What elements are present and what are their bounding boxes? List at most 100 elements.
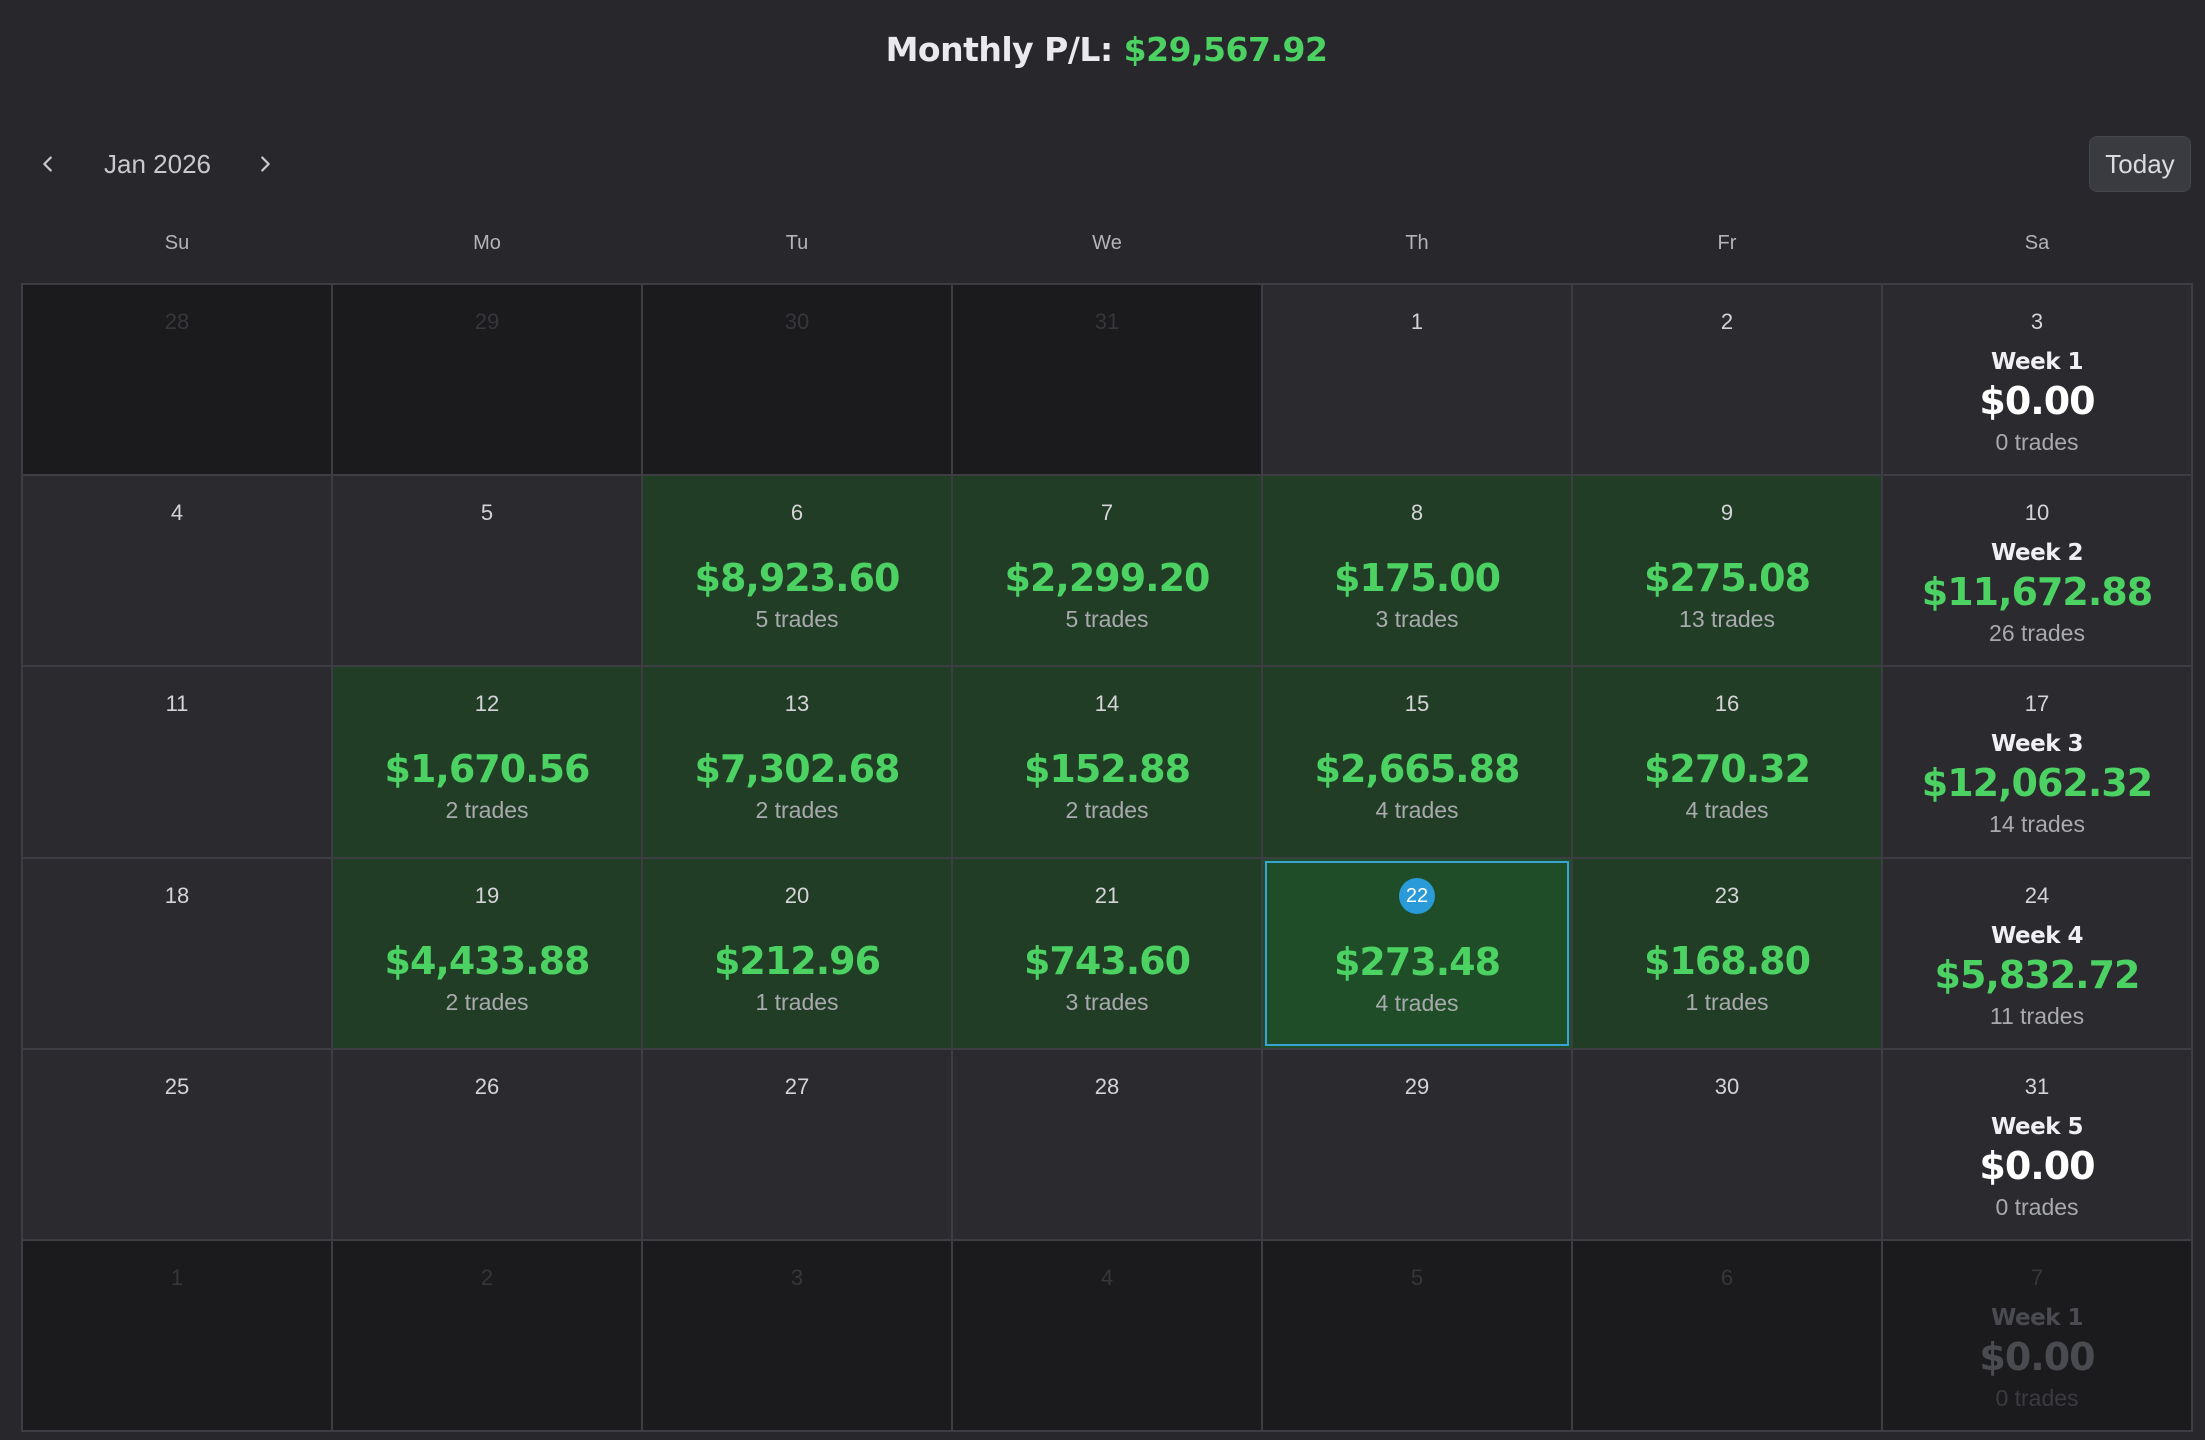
calendar-grid: 28 29 30 31 1 2 3 Week 1 $0.00 0 trades 4 5 6 $8,923.… bbox=[21, 283, 2193, 1432]
weekday-label: Tu bbox=[785, 232, 809, 254]
calendar-day-cell[interactable]: 9 $275.08 13 trades bbox=[1573, 476, 1881, 666]
calendar-week-summary-cell[interactable]: 10 Week 2 $11,672.88 26 trades bbox=[1883, 476, 2191, 666]
calendar-day-cell[interactable]: 3 bbox=[643, 1240, 951, 1430]
calendar-day-cell[interactable]: 7 $2,299.20 5 trades bbox=[953, 476, 1261, 666]
calendar-week-summary-cell[interactable]: 24 Week 4 $5,832.72 11 trades bbox=[1883, 858, 2191, 1048]
day-number: 29 bbox=[1404, 1073, 1430, 1099]
day-number: 4 bbox=[1100, 1264, 1114, 1290]
today-button[interactable]: Today bbox=[2089, 136, 2191, 192]
day-number: 7 bbox=[1100, 500, 1114, 526]
day-trade-count: 3 trades bbox=[1375, 606, 1459, 633]
day-trade-count: 4 trades bbox=[1375, 797, 1459, 824]
month-navigation: Jan 2026 bbox=[22, 134, 291, 194]
day-trade-count: 2 trades bbox=[445, 797, 529, 824]
calendar-day-cell[interactable]: 26 bbox=[333, 1049, 641, 1239]
calendar-day-cell[interactable]: 30 bbox=[643, 285, 951, 475]
day-number: 9 bbox=[1720, 500, 1734, 526]
day-number: 17 bbox=[2024, 691, 2050, 717]
calendar-day-cell[interactable]: 2 bbox=[333, 1240, 641, 1430]
monthly-pl-label: Monthly P/L: bbox=[885, 30, 1114, 69]
day-number: 7 bbox=[2030, 1264, 2044, 1290]
day-number: 28 bbox=[1094, 1073, 1120, 1099]
calendar-day-cell[interactable]: 29 bbox=[1263, 1049, 1571, 1239]
calendar-day-cell[interactable]: 13 $7,302.68 2 trades bbox=[643, 667, 951, 857]
calendar-day-cell[interactable]: 12 $1,670.56 2 trades bbox=[333, 667, 641, 857]
calendar-day-cell[interactable]: 20 $212.96 1 trades bbox=[643, 858, 951, 1048]
day-number: 14 bbox=[1094, 691, 1120, 717]
day-number: 19 bbox=[474, 882, 500, 908]
day-pl-amount: $175.00 bbox=[1333, 556, 1501, 601]
calendar-day-cell[interactable]: 31 bbox=[953, 285, 1261, 475]
calendar-day-cell[interactable]: 27 bbox=[643, 1049, 951, 1239]
calendar-day-cell[interactable]: 8 $175.00 3 trades bbox=[1263, 476, 1571, 666]
day-number: 21 bbox=[1094, 882, 1120, 908]
calendar-day-cell[interactable]: 23 $168.80 1 trades bbox=[1573, 858, 1881, 1048]
day-number: 15 bbox=[1404, 691, 1430, 717]
day-number: 31 bbox=[2024, 1073, 2050, 1099]
monthly-pl-value: $29,567.92 bbox=[1123, 30, 1328, 69]
day-number: 6 bbox=[790, 500, 804, 526]
calendar-day-cell[interactable]: 28 bbox=[23, 285, 331, 475]
day-number: 26 bbox=[474, 1073, 500, 1099]
calendar-day-cell[interactable]: 5 bbox=[1263, 1240, 1571, 1430]
week-label: Week 1 bbox=[1990, 1304, 2084, 1331]
chevron-left-icon bbox=[43, 156, 52, 172]
calendar-day-cell[interactable]: 6 bbox=[1573, 1240, 1881, 1430]
calendar-week-summary-cell[interactable]: 31 Week 5 $0.00 0 trades bbox=[1883, 1049, 2191, 1239]
calendar-week-summary-cell[interactable]: 7 Week 1 $0.00 0 trades bbox=[1883, 1240, 2191, 1430]
calendar-day-cell[interactable]: 1 bbox=[23, 1240, 331, 1430]
day-pl-amount: $1,670.56 bbox=[384, 747, 591, 792]
day-trade-count: 1 trades bbox=[755, 988, 839, 1015]
calendar-day-cell[interactable]: 28 bbox=[953, 1049, 1261, 1239]
calendar-day-cell[interactable]: 5 bbox=[333, 476, 641, 666]
chevron-right-icon bbox=[261, 156, 270, 172]
calendar-day-cell[interactable]: 21 $743.60 3 trades bbox=[953, 858, 1261, 1048]
day-trade-count: 3 trades bbox=[1065, 988, 1149, 1015]
today-day-badge: 22 bbox=[1399, 877, 1435, 914]
day-pl-amount: $273.48 bbox=[1333, 939, 1501, 984]
week-label: Week 2 bbox=[1990, 540, 2084, 567]
day-number: 10 bbox=[2024, 500, 2050, 526]
calendar-week-summary-cell[interactable]: 3 Week 1 $0.00 0 trades bbox=[1883, 285, 2191, 475]
calendar-day-cell[interactable]: 1 bbox=[1263, 285, 1571, 475]
day-number: 4 bbox=[170, 500, 184, 526]
calendar-week-summary-cell[interactable]: 17 Week 3 $12,062.32 14 trades bbox=[1883, 667, 2191, 857]
prev-month-button[interactable] bbox=[22, 134, 74, 194]
day-trade-count: 2 trades bbox=[755, 797, 839, 824]
day-number: 30 bbox=[1714, 1073, 1740, 1099]
calendar-day-cell[interactable]: 2 bbox=[1573, 285, 1881, 475]
day-number: 20 bbox=[784, 882, 810, 908]
day-number: 13 bbox=[784, 691, 810, 717]
monthly-pl-header: Monthly P/L: $29,567.92 bbox=[0, 30, 2205, 69]
day-number: 16 bbox=[1714, 691, 1740, 717]
calendar-day-cell[interactable]: 22 $273.48 4 trades bbox=[1263, 858, 1571, 1048]
weekday-label: Sa bbox=[2024, 232, 2050, 254]
current-month-label: Jan 2026 bbox=[104, 148, 211, 179]
day-number: 30 bbox=[784, 309, 810, 334]
day-pl-amount: $212.96 bbox=[713, 938, 881, 983]
day-number: 23 bbox=[1714, 882, 1740, 908]
day-number: 11 bbox=[165, 691, 189, 717]
calendar-day-cell[interactable]: 19 $4,433.88 2 trades bbox=[333, 858, 641, 1048]
calendar-day-cell[interactable]: 14 $152.88 2 trades bbox=[953, 667, 1261, 857]
calendar-day-cell[interactable]: 16 $270.32 4 trades bbox=[1573, 667, 1881, 857]
calendar-day-cell[interactable]: 11 bbox=[23, 667, 331, 857]
day-pl-amount: $152.88 bbox=[1023, 747, 1191, 792]
calendar-day-cell[interactable]: 30 bbox=[1573, 1049, 1881, 1239]
week-trade-count: 0 trades bbox=[1995, 1193, 2079, 1220]
calendar-day-cell[interactable]: 6 $8,923.60 5 trades bbox=[643, 476, 951, 666]
day-pl-amount: $7,302.68 bbox=[694, 747, 901, 792]
day-pl-amount: $743.60 bbox=[1023, 938, 1191, 983]
calendar-day-cell[interactable]: 4 bbox=[953, 1240, 1261, 1430]
day-trade-count: 2 trades bbox=[445, 988, 529, 1015]
day-number: 18 bbox=[164, 882, 190, 908]
next-month-button[interactable] bbox=[239, 134, 291, 194]
calendar-day-cell[interactable]: 25 bbox=[23, 1049, 331, 1239]
calendar-day-cell[interactable]: 29 bbox=[333, 285, 641, 475]
day-pl-amount: $168.80 bbox=[1643, 938, 1811, 983]
day-trade-count: 1 trades bbox=[1685, 988, 1769, 1015]
calendar-day-cell[interactable]: 18 bbox=[23, 858, 331, 1048]
calendar-day-cell[interactable]: 15 $2,665.88 4 trades bbox=[1263, 667, 1571, 857]
calendar-day-cell[interactable]: 4 bbox=[23, 476, 331, 666]
week-trade-count: 11 trades bbox=[1989, 1002, 2085, 1029]
